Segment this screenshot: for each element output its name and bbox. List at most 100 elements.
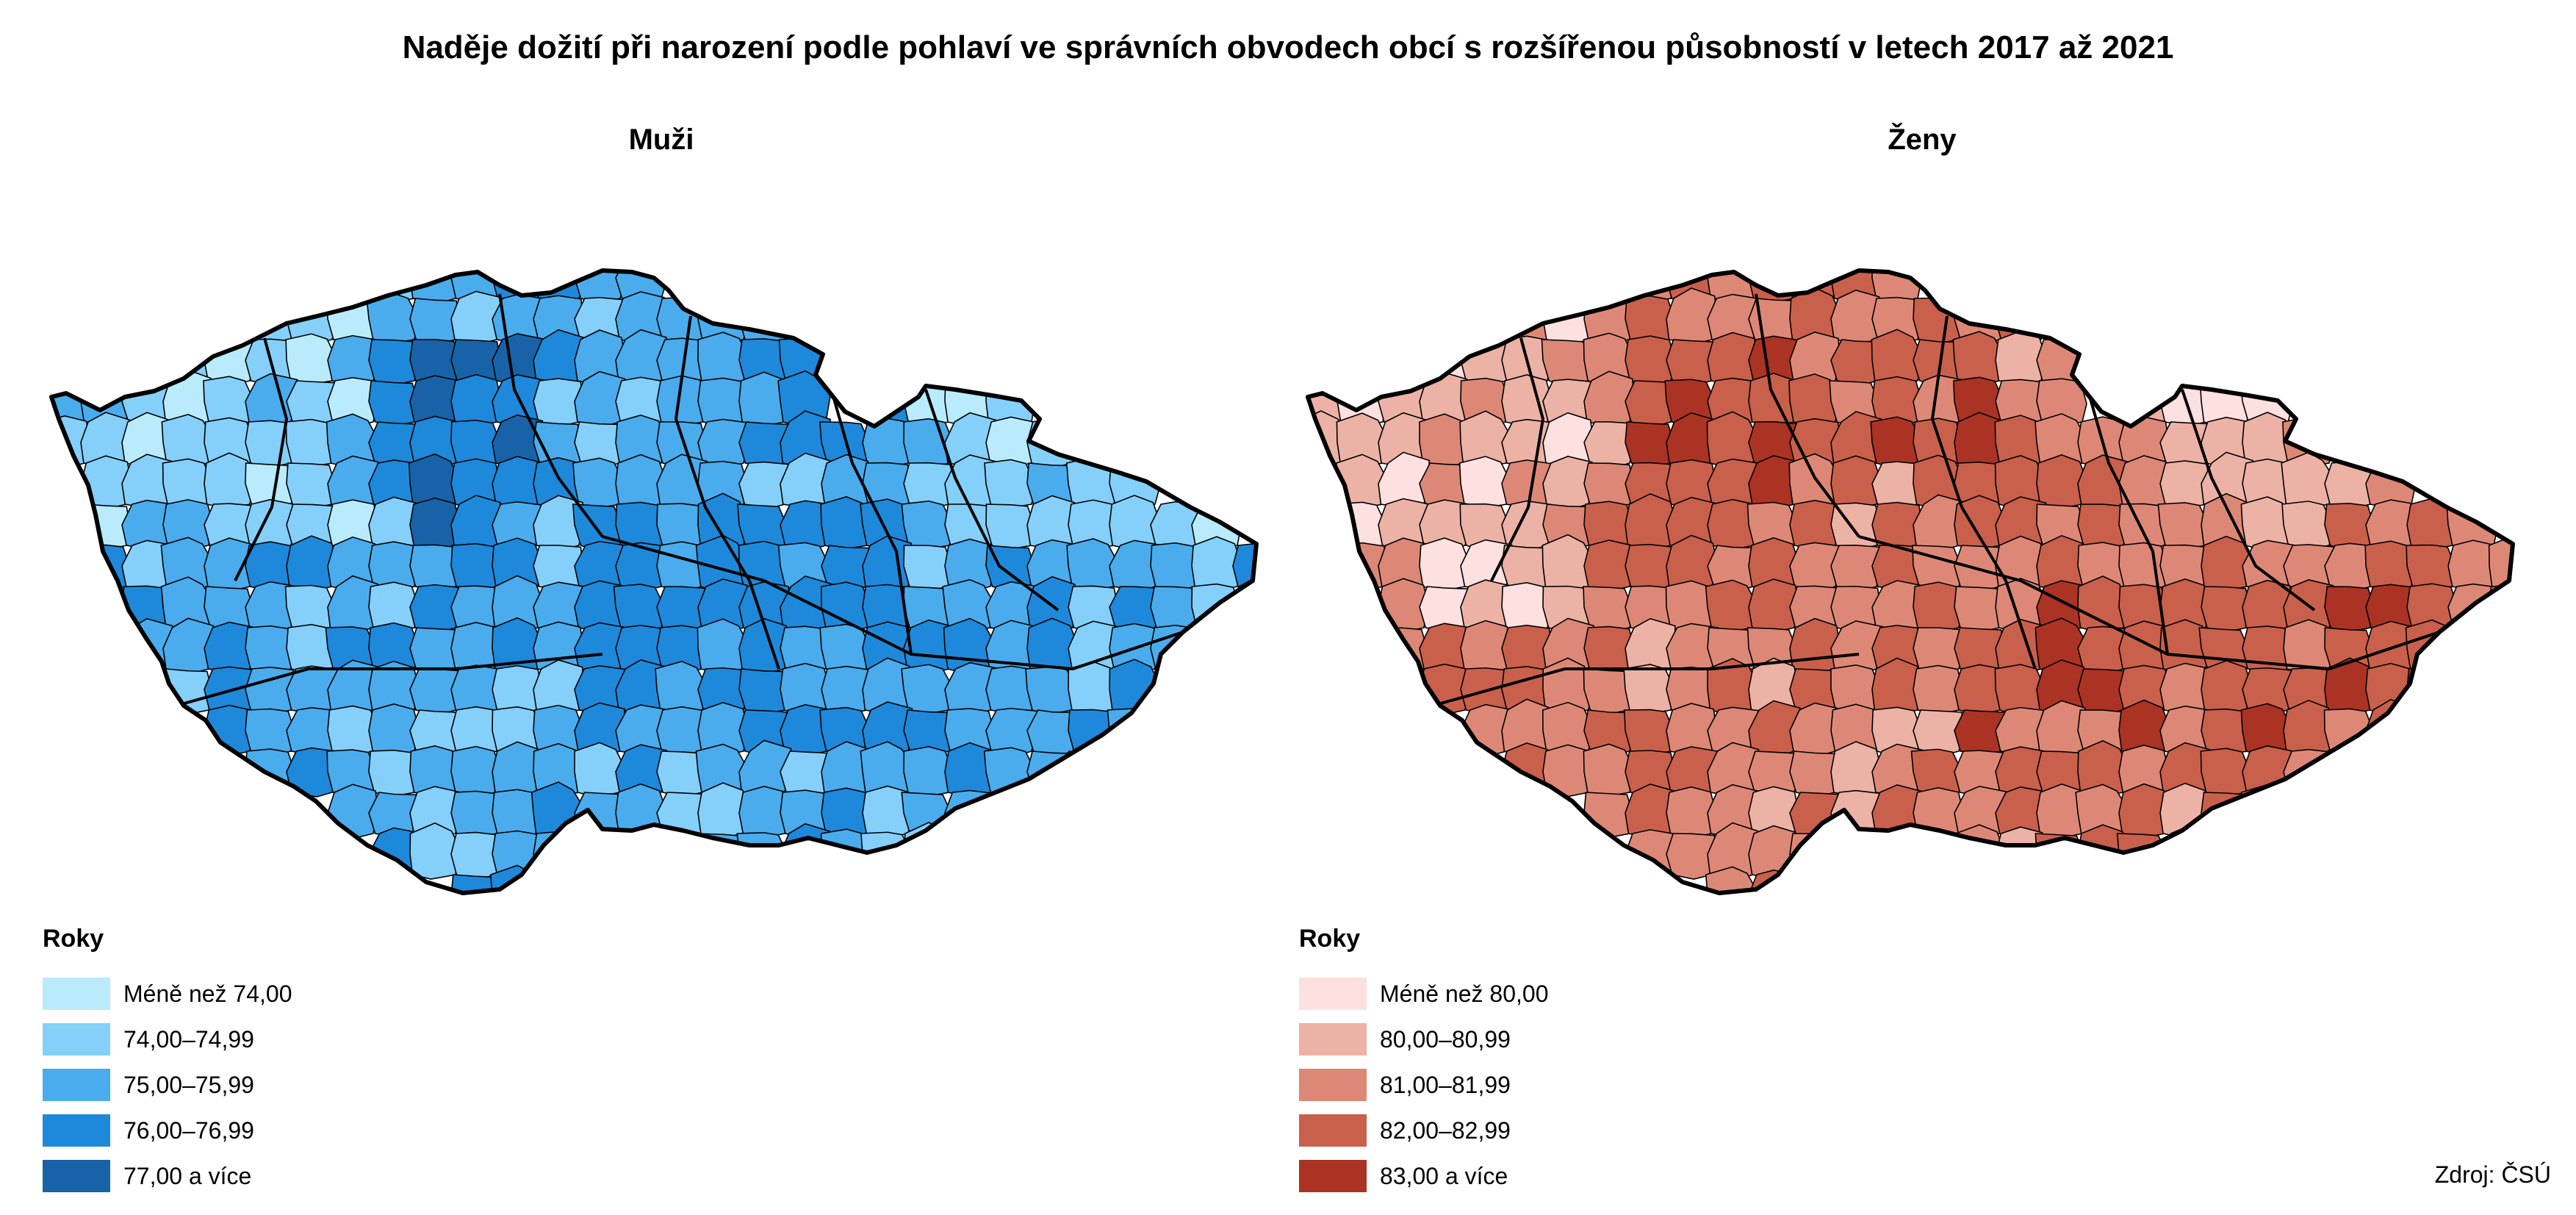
legend-label: 74,00–74,99 bbox=[123, 1025, 254, 1053]
district-area bbox=[1830, 545, 1882, 592]
legend-label: 75,00–75,99 bbox=[123, 1071, 254, 1098]
district-area bbox=[1913, 709, 1964, 756]
legend-men: Roky Méně než 74,00 74,00–74,99 75,00–75… bbox=[43, 925, 292, 1199]
district-area bbox=[2159, 826, 2213, 880]
district-area bbox=[2077, 576, 2129, 633]
region-boundary bbox=[1858, 535, 2440, 671]
legend-item-women-2: 80,00–80,99 bbox=[1299, 1017, 1549, 1062]
district-area bbox=[245, 293, 296, 345]
district-area bbox=[1232, 542, 1256, 592]
district-area bbox=[615, 744, 668, 798]
legend-swatch bbox=[43, 1114, 110, 1147]
district-area bbox=[736, 832, 790, 880]
country-border bbox=[1306, 268, 2515, 895]
legend-label: 81,00–81,99 bbox=[1380, 1071, 1511, 1098]
district-area bbox=[368, 581, 420, 633]
district-area bbox=[1830, 455, 1882, 509]
district-area bbox=[409, 786, 461, 839]
district-area bbox=[1068, 750, 1119, 798]
choropleth-map-women bbox=[1306, 268, 2515, 895]
legend-item-women-5: 83,00 a více bbox=[1299, 1153, 1549, 1199]
district-area bbox=[1583, 421, 1637, 468]
legend-title-women: Roky bbox=[1299, 925, 1361, 953]
district-area bbox=[1705, 866, 1758, 893]
legend-swatch bbox=[1299, 1114, 1367, 1147]
region-boundary bbox=[924, 389, 1059, 612]
region-boundary bbox=[1930, 315, 2037, 670]
legend-label: 76,00–76,99 bbox=[123, 1117, 254, 1144]
legend-label: 83,00 a více bbox=[1380, 1162, 1508, 1189]
legend-women: Roky Méně než 80,00 80,00–80,99 81,00–81… bbox=[1299, 925, 1549, 1199]
legend-swatch bbox=[43, 1069, 110, 1101]
region-boundary bbox=[1490, 337, 1545, 581]
district-area bbox=[162, 499, 214, 551]
region-boundary bbox=[2078, 359, 2169, 655]
district-area bbox=[574, 270, 625, 304]
district-area bbox=[2488, 534, 2513, 592]
legend-swatch bbox=[43, 978, 110, 1010]
country-border bbox=[49, 268, 1259, 895]
district-area bbox=[489, 864, 543, 893]
district-area bbox=[2201, 792, 2252, 839]
legend-swatch bbox=[1299, 1023, 1367, 1055]
legend-swatch bbox=[43, 1160, 110, 1192]
district-area bbox=[1583, 540, 1635, 592]
legend-swatch bbox=[1299, 1160, 1367, 1192]
district-area bbox=[409, 544, 461, 592]
region-boundary bbox=[234, 337, 289, 581]
district-area bbox=[984, 459, 1037, 509]
choropleth-map-men bbox=[49, 268, 1259, 895]
district-area bbox=[1419, 499, 1470, 551]
district-area bbox=[327, 377, 378, 427]
map-title: Naděje dožití při narození podle pohlaví… bbox=[402, 29, 2174, 65]
district-area bbox=[286, 747, 339, 798]
region-boundary bbox=[1755, 293, 1860, 538]
legend-label: Méně než 80,00 bbox=[1380, 980, 1549, 1007]
district-area bbox=[985, 707, 1039, 756]
district-area bbox=[944, 538, 996, 592]
district-area bbox=[1789, 542, 1841, 592]
district-area bbox=[1871, 296, 1923, 345]
district-area bbox=[2324, 586, 2375, 633]
district-area bbox=[204, 452, 255, 509]
legend-label: 80,00–80,99 bbox=[1380, 1025, 1511, 1053]
region-boundary bbox=[674, 315, 780, 670]
district-area bbox=[533, 495, 584, 551]
legend-item-men-3: 75,00–75,99 bbox=[43, 1062, 292, 1108]
district-area bbox=[697, 701, 749, 756]
legend-item-men-4: 76,00–76,99 bbox=[43, 1108, 292, 1153]
legend-label: 77,00 a více bbox=[123, 1162, 252, 1189]
district-area bbox=[697, 418, 749, 468]
legend-label: Méně než 74,00 bbox=[123, 980, 292, 1007]
subtitle-women: Ženy bbox=[1888, 123, 1957, 156]
district-area bbox=[368, 339, 420, 386]
district-area bbox=[738, 786, 790, 839]
district-area bbox=[533, 831, 584, 880]
district-area bbox=[1107, 708, 1160, 756]
district-area bbox=[245, 708, 296, 756]
legend-title-men: Roky bbox=[43, 925, 104, 953]
region-boundary bbox=[2181, 389, 2316, 612]
district-area bbox=[1191, 536, 1242, 592]
district-area bbox=[2489, 584, 2513, 633]
legend-swatch bbox=[1299, 1069, 1367, 1101]
legend-swatch bbox=[1299, 978, 1367, 1010]
district-area bbox=[492, 537, 543, 592]
source-note: Zdroj: ČSÚ bbox=[2434, 1161, 2551, 1188]
legend-swatch bbox=[43, 1023, 110, 1055]
region-boundary bbox=[602, 535, 1184, 671]
legend-item-men-1: Méně než 74,00 bbox=[43, 971, 292, 1017]
legend-item-women-1: Méně než 80,00 bbox=[1299, 971, 1549, 1017]
legend-item-women-4: 82,00–82,99 bbox=[1299, 1108, 1549, 1153]
district-area bbox=[1583, 586, 1635, 633]
district-area bbox=[1913, 581, 1964, 633]
district-area bbox=[1748, 578, 1799, 633]
subtitle-men: Muži bbox=[628, 123, 694, 156]
district-area bbox=[1913, 627, 1964, 674]
district-area bbox=[1871, 270, 1923, 304]
district-area bbox=[368, 541, 420, 592]
districts-group bbox=[51, 270, 1256, 893]
legend-item-women-3: 81,00–81,99 bbox=[1299, 1062, 1549, 1108]
district-area bbox=[1871, 329, 1923, 386]
region-boundary bbox=[498, 293, 604, 538]
